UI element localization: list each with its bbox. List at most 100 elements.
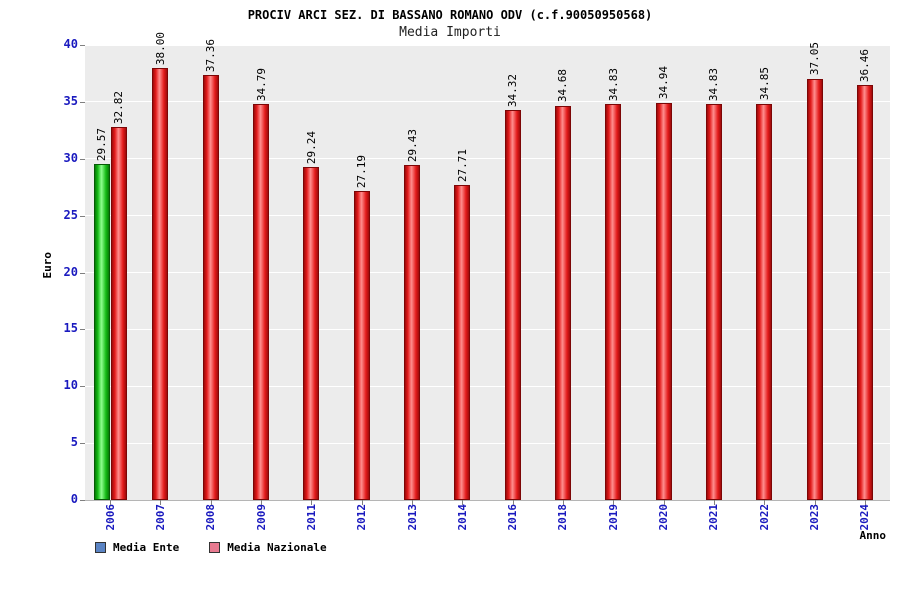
bar-value-label: 27.71 [455, 148, 469, 182]
bar-media-nazionale-2019 [605, 103, 622, 500]
legend-swatch-media-ente-icon [95, 542, 106, 553]
legend: Media Ente Media Nazionale [95, 541, 357, 554]
bar-media-nazionale-2013 [404, 165, 421, 500]
y-tick-mark [80, 386, 85, 388]
y-tick-mark [80, 272, 85, 274]
y-tick-label-0: 0 [70, 492, 78, 506]
plot-area: 29.57 32.82 38.00 37.36 34.79 29.24 27.19 29.43… [85, 32, 890, 500]
bar-media-nazionale-2008 [202, 75, 219, 500]
bar-value-label: 37.36 [204, 38, 218, 73]
x-tick-mark [412, 500, 414, 505]
bar-value-label: 34.32 [506, 73, 520, 107]
bar-media-nazionale-2020 [655, 102, 672, 500]
bar-value-label: 29.24 [304, 131, 318, 165]
gridline-40 [85, 44, 890, 46]
y-tick-mark [80, 101, 85, 103]
gridline-30 [85, 158, 890, 160]
x-tick-mark [210, 500, 212, 505]
bar-value-label: 34.83 [606, 67, 620, 101]
gridline-5 [85, 442, 890, 444]
x-tick-mark [110, 500, 112, 505]
x-axis-line [85, 500, 890, 501]
legend-label-media-ente: Media Ente [113, 541, 180, 554]
x-tick-label-2022: 2022 [757, 504, 771, 531]
chart-title: PROCIV ARCI SEZ. DI BASSANO ROMANO ODV (… [247, 8, 653, 22]
y-tick-label-20: 20 [63, 264, 78, 279]
x-tick-label-2007: 2007 [153, 504, 167, 531]
x-tick-label-2018: 2018 [556, 504, 570, 531]
bar-value-label: 38.00 [153, 31, 167, 65]
bar-value-label: 34.83 [707, 67, 721, 101]
x-tick-label-2016: 2016 [506, 504, 520, 531]
y-tick-label-5: 5 [70, 435, 78, 450]
x-tick-label-2011: 2011 [304, 504, 318, 531]
y-tick-mark [80, 45, 85, 46]
x-tick-mark [814, 500, 816, 505]
x-tick-mark [361, 500, 363, 505]
x-tick-mark [160, 500, 162, 505]
x-tick-mark [663, 500, 665, 505]
y-tick-label-10: 10 [63, 378, 78, 393]
chart-subtitle: Media Importi [399, 25, 501, 40]
bar-media-nazionale-2023 [806, 78, 823, 500]
bar-value-label: 34.94 [657, 66, 671, 100]
x-tick-mark [864, 500, 866, 505]
x-tick-label-2024: 2024 [858, 504, 872, 531]
bar-value-label: 34.79 [254, 68, 268, 102]
bar-media-nazionale-2011 [303, 167, 320, 500]
gridline-25 [85, 215, 890, 217]
bar-media-nazionale-2022 [756, 103, 773, 500]
y-tick-mark [80, 158, 85, 160]
gridline-15 [85, 328, 890, 330]
x-tick-label-2009: 2009 [254, 504, 268, 531]
x-tick-mark [261, 500, 263, 505]
y-tick-mark [80, 443, 85, 445]
bar-value-label: 37.05 [808, 42, 822, 76]
x-tick-mark [462, 500, 464, 505]
x-tick-label-2006: 2006 [103, 504, 117, 531]
bar-media-nazionale-2016 [504, 109, 521, 500]
bar-value-label: 29.57 [95, 127, 109, 161]
x-tick-mark [311, 500, 313, 505]
y-tick-label-25: 25 [63, 207, 78, 222]
bar-media-nazionale-2012 [353, 190, 370, 500]
bar-media-nazionale-2021 [705, 103, 722, 500]
legend-label-media-nazionale: Media Nazionale [227, 541, 327, 554]
y-tick-mark [80, 500, 85, 501]
x-tick-label-2013: 2013 [405, 504, 419, 531]
gridline-35 [85, 101, 890, 103]
bar-value-label: 34.68 [556, 69, 570, 103]
y-tick-label-35: 35 [63, 93, 78, 108]
bar-media-nazionale-2024 [856, 85, 873, 500]
x-tick-label-2019: 2019 [606, 504, 620, 531]
y-tick-mark [80, 215, 85, 217]
x-tick-label-2014: 2014 [455, 504, 469, 531]
bar-value-label: 34.85 [757, 67, 771, 101]
bar-media-ente-2006 [93, 163, 110, 500]
y-tick-label-30: 30 [63, 150, 78, 165]
y-tick-mark [80, 329, 85, 331]
bar-media-nazionale-2007 [152, 67, 169, 500]
x-tick-mark [713, 500, 715, 505]
x-tick-mark [562, 500, 564, 505]
y-tick-label-15: 15 [63, 321, 78, 336]
bar-value-label: 27.19 [355, 154, 369, 188]
bar-media-nazionale-2009 [253, 104, 270, 500]
x-tick-label-2020: 2020 [657, 504, 671, 531]
bar-value-label: 32.82 [112, 90, 126, 124]
x-tick-mark [512, 500, 514, 505]
legend-item-media-nazionale: Media Nazionale [209, 541, 327, 554]
legend-swatch-media-nazionale-icon [209, 542, 221, 553]
bar-value-label: 29.43 [405, 129, 419, 163]
x-axis-title: Anno [859, 529, 887, 542]
x-tick-label-2012: 2012 [355, 504, 369, 531]
bar-media-nazionale-2018 [554, 105, 571, 500]
x-tick-mark [764, 500, 766, 505]
gridline-20 [85, 272, 890, 273]
bar-value-label: 36.46 [858, 49, 872, 83]
y-tick-label-40: 40 [63, 37, 78, 51]
bar-media-nazionale-2014 [454, 184, 471, 500]
x-tick-label-2008: 2008 [204, 504, 218, 531]
legend-item-media-ente: Media Ente [95, 541, 179, 554]
